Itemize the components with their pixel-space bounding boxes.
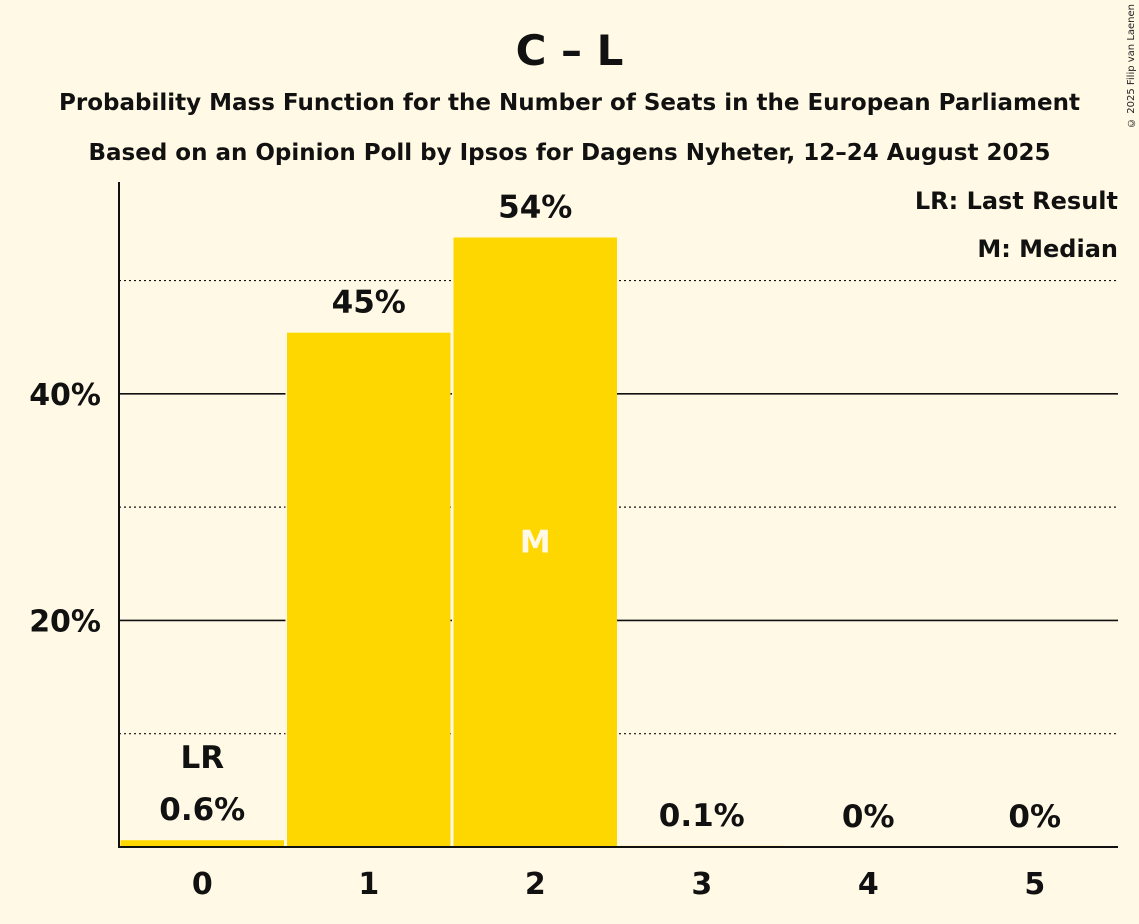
bar-gap <box>285 332 287 847</box>
y-tick-label: 40% <box>29 378 101 413</box>
bar-value-label: 45% <box>332 285 406 321</box>
chart-title: C – L <box>515 26 624 75</box>
bar-value-label: 0.1% <box>659 798 745 834</box>
x-tick-label: 0 <box>192 867 213 902</box>
chart-subtitle-2: Based on an Opinion Poll by Ipsos for Da… <box>88 140 1051 166</box>
axes <box>118 182 1118 848</box>
chart-subtitle-1: Probability Mass Function for the Number… <box>59 90 1080 116</box>
x-tick-label: 3 <box>691 867 712 902</box>
bar <box>287 332 451 847</box>
median-marker: M <box>520 524 551 560</box>
bar-value-label: 54% <box>498 190 572 226</box>
x-tick-label: 5 <box>1024 867 1045 902</box>
bar-value-label: 0.6% <box>159 792 245 828</box>
x-tick-label: 1 <box>358 867 379 902</box>
bar <box>453 237 617 847</box>
bar-value-label: 0% <box>842 799 895 835</box>
bars <box>119 237 784 847</box>
last-result-marker: LR <box>180 740 224 776</box>
bar <box>120 840 284 847</box>
legend-median: M: Median <box>977 235 1118 263</box>
x-tick-label: 2 <box>525 867 546 902</box>
x-tick-label: 4 <box>858 867 879 902</box>
gridlines <box>119 279 1118 735</box>
bar-value-label: 0% <box>1008 799 1061 835</box>
y-tick-label: 20% <box>29 604 101 639</box>
legend-last-result: LR: Last Result <box>915 187 1118 215</box>
bar-gap <box>452 237 454 847</box>
